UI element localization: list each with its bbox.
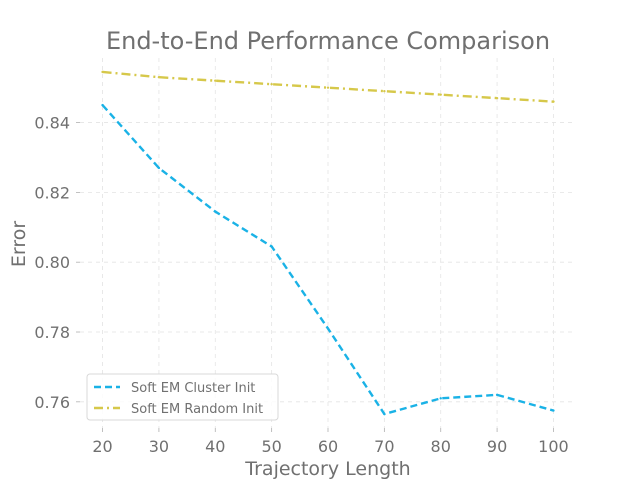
x-tick-label: 90 bbox=[487, 437, 507, 456]
data-point bbox=[383, 412, 386, 416]
data-point bbox=[439, 93, 442, 96]
x-axis-label: Trajectory Length bbox=[244, 458, 410, 480]
data-point bbox=[101, 70, 104, 74]
legend: Soft EM Cluster Init Soft EM Random Init bbox=[86, 373, 279, 421]
x-tick-label: 60 bbox=[318, 437, 338, 456]
legend-label-1: Soft EM Cluster Init bbox=[131, 381, 255, 396]
data-point bbox=[214, 210, 217, 213]
grid bbox=[80, 58, 576, 428]
x-tick-label: 70 bbox=[374, 437, 394, 456]
y-axis-ticks: 0.76 0.78 0.80 0.82 0.84 bbox=[34, 114, 80, 412]
x-tick-label: 80 bbox=[431, 437, 451, 456]
y-tick-label: 0.80 bbox=[34, 253, 70, 272]
x-tick-label: 30 bbox=[149, 437, 169, 456]
data-point bbox=[270, 82, 273, 86]
x-tick-label: 50 bbox=[261, 437, 281, 456]
y-tick-label: 0.82 bbox=[34, 183, 70, 202]
chart-title: End-to-End Performance Comparison bbox=[106, 27, 550, 55]
data-point bbox=[157, 76, 161, 79]
legend-box bbox=[86, 373, 279, 421]
y-axis-label: Error bbox=[8, 221, 30, 268]
data-point bbox=[439, 397, 442, 400]
x-tick-label: 40 bbox=[205, 437, 225, 456]
data-point bbox=[495, 393, 499, 397]
x-tick-label: 100 bbox=[538, 437, 569, 456]
series-lines bbox=[101, 70, 555, 416]
y-tick-label: 0.84 bbox=[34, 114, 70, 133]
data-point bbox=[101, 103, 104, 107]
legend-label-2: Soft EM Random Init bbox=[131, 402, 263, 417]
data-point bbox=[214, 79, 217, 82]
y-tick-label: 0.76 bbox=[34, 393, 70, 412]
data-point bbox=[552, 100, 555, 103]
y-tick-label: 0.78 bbox=[34, 323, 70, 342]
data-point bbox=[383, 89, 386, 93]
data-point bbox=[326, 86, 330, 89]
data-point bbox=[270, 245, 273, 248]
data-point bbox=[326, 327, 330, 330]
data-point bbox=[157, 166, 161, 170]
data-point bbox=[552, 409, 555, 412]
data-point bbox=[495, 96, 499, 100]
x-axis-ticks: 20 30 40 50 60 70 80 90 100 bbox=[92, 428, 569, 456]
x-tick-label: 20 bbox=[92, 437, 112, 456]
